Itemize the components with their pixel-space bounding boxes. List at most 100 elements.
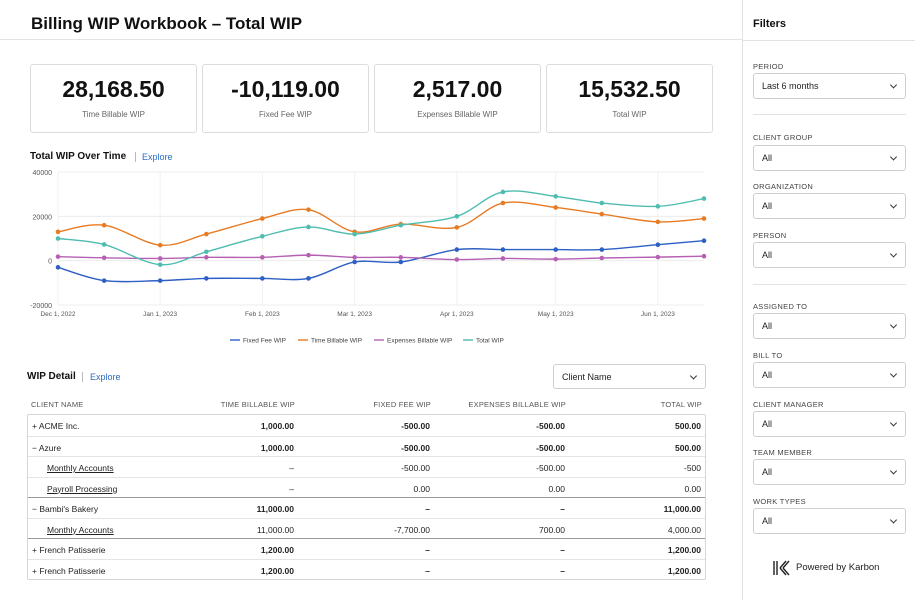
data-point-fixed-fee-wip <box>655 242 661 248</box>
col-total[interactable]: TOTAL WIP <box>660 400 702 409</box>
legend-label-time-billable-wip: Time Billable WIP <box>311 338 362 345</box>
series-line-time-billable-wip <box>57 201 705 246</box>
data-point-time-billable-wip <box>655 219 661 225</box>
cell-client-link[interactable]: Monthly Accounts <box>47 524 114 535</box>
kpi-label: Time Billable WIP <box>82 110 145 119</box>
divider <box>753 114 906 115</box>
period-select[interactable]: Last 6 months <box>753 73 906 99</box>
work-types-select[interactable]: All <box>753 508 906 534</box>
chevron-down-icon <box>889 516 898 524</box>
powered-by-text: Powered by Karbon <box>796 562 880 573</box>
cell-fixed-fee: – <box>425 504 430 514</box>
kpi-card-fixed-fee: -10,119.00 Fixed Fee WIP <box>202 64 369 133</box>
filters-title: Filters <box>753 18 787 30</box>
group-by-select[interactable]: Client Name <box>553 364 706 389</box>
kpi-card-expenses-billable: 2,517.00 Expenses Billable WIP <box>374 64 541 133</box>
filter-label-assigned-to: ASSIGNED TO <box>753 302 808 311</box>
detail-title: WIP Detail <box>27 371 76 382</box>
cell-time-billable: 11,000.00 <box>256 504 294 514</box>
chevron-down-icon <box>889 153 898 161</box>
kpi-label: Expenses Billable WIP <box>417 110 498 119</box>
y-tick-label: -20000 <box>30 303 52 310</box>
data-point-time-billable-wip <box>500 200 506 206</box>
data-point-expenses-billable-wip <box>101 255 107 261</box>
cell-expenses: – <box>560 545 565 555</box>
cell-time-billable: 1,000.00 <box>260 421 294 431</box>
bill-to-value: All <box>762 370 773 380</box>
cell-total: 11,000.00 <box>663 504 701 514</box>
data-point-expenses-billable-wip <box>55 254 61 259</box>
data-point-fixed-fee-wip <box>500 247 506 252</box>
cell-time-billable: 1,200.00 <box>260 565 294 576</box>
assigned-to-select[interactable]: All <box>753 313 906 339</box>
data-point-fixed-fee-wip <box>157 278 163 283</box>
chevron-down-icon <box>689 371 698 380</box>
data-point-time-billable-wip <box>553 205 558 210</box>
legend-label-fixed-fee-wip: Fixed Fee WIP <box>243 338 286 345</box>
cell-total: 0.00 <box>684 483 701 494</box>
cell-client-link[interactable]: Monthly Accounts <box>47 463 114 473</box>
divider <box>753 284 906 285</box>
col-fixed-fee[interactable]: FIXED FEE WIP <box>373 400 431 409</box>
data-point-time-billable-wip <box>204 231 209 237</box>
data-point-expenses-billable-wip <box>398 255 404 260</box>
cell-fixed-fee: – <box>425 565 430 576</box>
data-point-expenses-billable-wip <box>500 256 506 261</box>
table-row[interactable]: Monthly Accounts – -500.00 -500.00 -500 <box>28 456 705 477</box>
data-point-total-wip <box>101 242 107 247</box>
table-row[interactable]: Monthly Accounts 11,000.00 -7,700.00 700… <box>28 517 705 539</box>
team-member-select[interactable]: All <box>753 459 906 485</box>
table-row[interactable]: + ACME Inc. 1,000.00 -500.00 -500.00 500… <box>28 415 705 436</box>
chart-explore-link[interactable]: Explore <box>142 152 173 162</box>
data-point-fixed-fee-wip <box>701 238 707 244</box>
cell-time-billable: 1,200.00 <box>260 545 294 555</box>
data-point-time-billable-wip <box>260 216 265 221</box>
y-tick-label: 20000 <box>33 214 53 221</box>
data-point-expenses-billable-wip <box>306 252 311 258</box>
cell-time-billable: – <box>289 463 294 473</box>
data-point-total-wip <box>306 224 311 230</box>
bill-to-select[interactable]: All <box>753 362 906 388</box>
data-point-time-billable-wip <box>157 242 163 248</box>
organization-select[interactable]: All <box>753 193 906 219</box>
cell-total: 1,200.00 <box>667 545 701 555</box>
cell-client: − Bambi's Bakery <box>32 504 99 514</box>
cell-client-link[interactable]: Payroll Processing <box>47 483 118 494</box>
data-point-time-billable-wip <box>55 229 61 235</box>
x-tick-label: Jan 1, 2023 <box>143 311 177 318</box>
data-point-total-wip <box>655 204 661 209</box>
detail-explore-link[interactable]: Explore <box>90 372 121 382</box>
data-point-fixed-fee-wip <box>599 247 605 252</box>
filter-label-work-types: WORK TYPES <box>753 497 806 506</box>
title-separator <box>82 372 83 382</box>
col-client-name[interactable]: CLIENT NAME <box>31 400 84 409</box>
filter-label-period: PERIOD <box>753 62 784 71</box>
data-point-fixed-fee-wip <box>306 276 311 281</box>
cell-expenses: 700.00 <box>539 524 565 535</box>
person-value: All <box>762 250 773 260</box>
data-point-expenses-billable-wip <box>553 256 558 262</box>
cell-time-billable: 11,000.00 <box>256 524 294 535</box>
chevron-down-icon <box>889 419 898 427</box>
data-point-total-wip <box>204 249 209 255</box>
table-row[interactable]: + French Patisserie 1,200.00 – – 1,200.0… <box>28 538 705 559</box>
col-time-billable[interactable]: TIME BILLABLE WIP <box>220 400 295 409</box>
table-header: CLIENT NAME TIME BILLABLE WIP FIXED FEE … <box>27 394 706 414</box>
client-group-select[interactable]: All <box>753 145 906 171</box>
client-manager-select[interactable]: All <box>753 411 906 437</box>
kpi-label: Total WIP <box>612 110 647 119</box>
table-row[interactable]: − Bambi's Bakery 11,000.00 – – 11,000.00 <box>28 497 705 518</box>
table-row[interactable]: Payroll Processing – 0.00 0.00 0.00 <box>28 476 705 498</box>
person-select[interactable]: All <box>753 242 906 268</box>
data-point-total-wip <box>454 214 460 219</box>
kpi-card-total: 15,532.50 Total WIP <box>546 64 713 133</box>
cell-expenses: -500.00 <box>536 421 565 431</box>
table-row[interactable]: + French Patisserie 1,200.00 – – 1,200.0… <box>28 558 705 580</box>
page-title: Billing WIP Workbook – Total WIP <box>31 14 303 33</box>
cell-fixed-fee: -500.00 <box>401 442 430 453</box>
filter-label-organization: ORGANIZATION <box>753 182 814 191</box>
y-tick-label: 40000 <box>33 170 53 177</box>
col-expenses-billable[interactable]: EXPENSES BILLABLE WIP <box>468 400 566 409</box>
table-row[interactable]: − Azure 1,000.00 -500.00 -500.00 500.00 <box>28 435 705 457</box>
kpi-value: -10,119.00 <box>231 76 340 102</box>
